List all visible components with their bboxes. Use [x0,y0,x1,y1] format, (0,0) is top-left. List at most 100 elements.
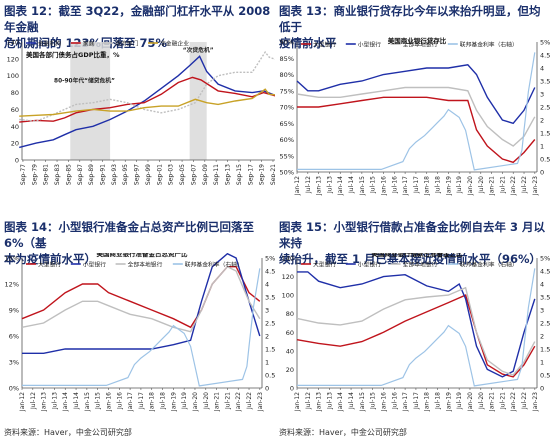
x-tick-label: Jul-22 [521,392,528,410]
y2-tick-label: 2.5 [540,320,550,328]
x-tick-label: Jan-18 [424,176,431,196]
y2-tick-label: 3 [540,91,544,99]
x-tick-label: Jan-14 [337,392,344,412]
x-tick-label: Sep-01 [156,164,163,185]
series-line-3 [297,52,536,171]
x-tick-label: Jan-21 [214,392,221,412]
y2-tick-label: 5% [540,255,550,263]
x-tick-label: Sep-09 [202,164,209,185]
x-tick-label: Sep-85 [65,164,72,185]
x-tick-label: Jul-17 [138,392,145,410]
x-tick-label: Jul-19 [181,392,188,410]
y2-tick-label: 0.5 [540,372,550,380]
x-tick-label: Jan-19 [445,176,452,196]
x-tick-label: Sep-79 [31,164,38,185]
y-tick-label: 0 [15,157,19,165]
x-tick-label: Sep-13 [225,164,232,185]
x-tick-label: Jan-19 [170,392,177,412]
y2-tick-label: 2.5 [265,320,275,328]
legend-label-0: 大型银行 [313,260,336,268]
x-tick-label: Sep-99 [145,164,152,185]
y-tick-label: 70% [280,104,294,112]
x-tick-label: Jan-15 [359,176,366,196]
y2-tick-label: 5% [540,39,550,47]
x-tick-label: Jan-15 [359,392,366,412]
y-tick-label: 55% [280,152,294,160]
y2-tick-label: 4.5 [540,268,550,276]
series-line-1 [296,64,536,125]
legend-label-2: 全部本地银行 [128,260,163,268]
x-tick-label: Jul-16 [116,392,123,410]
x-tick-label: Jul-18 [435,392,442,410]
y-tick-label: 140 [282,255,294,263]
x-tick-label: Sep-21 [270,164,275,185]
legend-label-1: 小型银行 [83,260,106,268]
y-tick-label: 20 [286,366,294,374]
x-tick-label: Jul-21 [224,392,231,410]
x-tick-label: Jan-20 [467,392,474,412]
x-tick-label: Sep-95 [122,164,129,185]
legend-label-3: 联邦基金利率（右轴） [185,260,243,268]
series-line-2 [296,86,536,147]
y-tick-label: 80% [280,71,294,79]
y2-tick-label: 0.5 [540,156,550,164]
x-tick-label: Jan-16 [380,176,387,196]
chart-14-reserves-to-assets: 0% 3% 6% 9% 12% 15% 0 0.5 1 1.5 2 2.5 3 3.5 4 4.5 5% Jan-… [5,253,275,412]
y-tick-label: 60 [11,106,19,114]
series-line-0 [21,266,261,329]
y-tick-label: 120 [282,273,294,281]
shaded-period-1 [189,42,207,160]
legend-label-3: 非金融企业 [160,39,189,47]
source-right: 资料来源：Haver，中金公司研究部 [279,428,407,437]
chart-subtitle: 美国商业银行贷存比 [388,37,447,45]
x-tick-label: Jan-19 [445,392,452,412]
y2-tick-label: 3 [540,307,544,315]
y2-tick-label: 3.5 [540,294,550,302]
x-tick-label: Jul-14 [348,392,355,410]
x-tick-label: Jul-14 [348,176,355,194]
x-tick-label: Jan-13 [316,176,323,196]
x-tick-label: Jul-18 [435,176,442,194]
x-tick-label: Jul-13 [326,392,333,410]
legend-label-0: 金融机构 [38,39,61,47]
y-tick-label: 90% [280,39,294,47]
y2-tick-label: 4 [265,281,269,289]
y2-tick-label: 0 [265,385,269,393]
legend-label-3: 联邦基金利率（右轴） [460,260,518,268]
x-tick-label: Sep-03 [168,164,175,185]
chart-subtitle: 美国各部门债务占GDP比重，% [26,50,120,59]
x-tick-label: Sep-81 [43,164,50,185]
x-tick-label: Jul-17 [413,176,420,194]
series-line-2 [296,286,536,376]
x-tick-label: Jan-18 [424,392,431,412]
x-tick-label: Jan-18 [149,392,156,412]
legend-label-0: 大型银行 [313,40,336,48]
legend-label-2: 全部本地银行 [403,40,438,48]
y-tick-label: 3% [9,359,19,367]
x-tick-label: Sep-15 [236,164,243,185]
series-line-1 [22,253,261,354]
chart-15-title-line2: 续抬升，截至 1 月已基本接近疫情前水平（96%） [279,252,542,266]
series-line-3 [297,268,536,387]
x-tick-label: Jan-12 [294,176,301,196]
x-tick-label: Jul-13 [326,176,333,194]
x-tick-label: Jan-12 [19,392,26,412]
x-tick-label: Jul-19 [456,392,463,410]
x-tick-label: Sep-89 [88,164,95,185]
chart-13-title-line2: 疫情前水平 [279,36,337,50]
y-tick-label: 75% [280,87,294,95]
y-tick-label: 15% [5,255,19,263]
y-tick-label: 80 [11,89,19,97]
y2-tick-label: 0.5 [265,372,275,380]
y2-tick-label: 4.5 [265,268,275,276]
legend-label-2: 全部本地银行 [403,260,438,268]
x-tick-label: Sep-11 [213,164,220,185]
y2-tick-label: 3.5 [265,294,275,302]
series-line-0 [297,96,536,164]
chart-12-financial-leverage: 0 20 40 60 80 100 120 140 Sep-77 Sep-79 Sep-81 Sep-… [7,39,275,185]
y2-tick-label: 4 [540,65,544,73]
chart-14-title-line2: 本为疫情前水平） [4,252,96,266]
y-tick-label: 60 [286,329,294,337]
legend-label-1: 小型银行 [358,260,381,268]
x-tick-label: Jan-20 [192,392,199,412]
